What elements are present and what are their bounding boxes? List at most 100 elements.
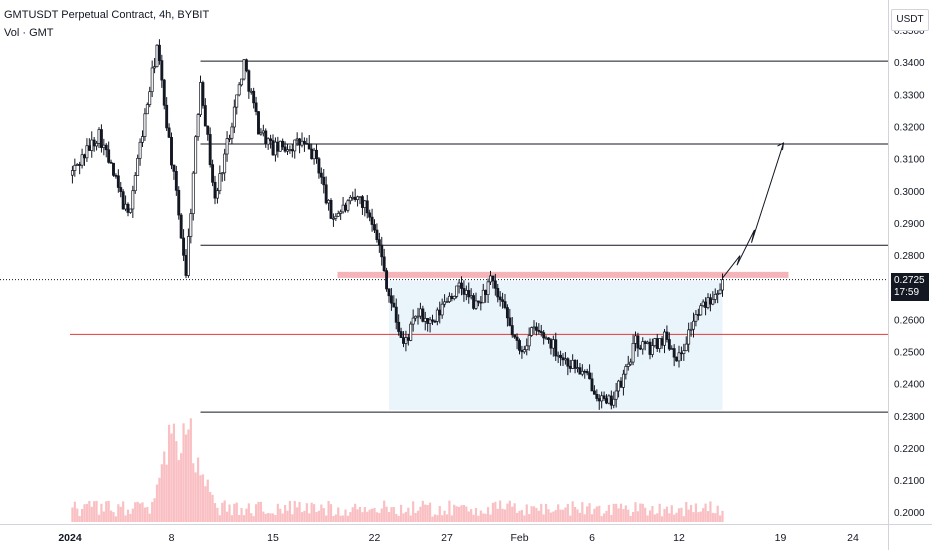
volume-bar (279, 508, 282, 522)
volume-bar (211, 494, 214, 522)
volume-bar (641, 503, 644, 522)
candle-body (588, 372, 592, 380)
volume-bar (100, 503, 103, 522)
volume-bar (356, 509, 359, 522)
volume-bar (573, 507, 577, 522)
volume-bar (337, 507, 340, 522)
candle-body (542, 332, 546, 339)
volume-bar (293, 501, 296, 522)
volume-bar (165, 464, 168, 522)
volume-bar (129, 513, 132, 522)
volume-bar (153, 498, 156, 522)
candle-body (522, 349, 526, 353)
candle-body (648, 341, 652, 355)
volume-bar (419, 506, 422, 522)
currency-button[interactable]: USDT (891, 9, 929, 31)
volume-bar (228, 504, 231, 522)
candle-body (406, 337, 410, 341)
volume-bar (554, 509, 557, 522)
candle-body (165, 104, 169, 129)
volume-bar (329, 504, 333, 522)
candle-body (319, 172, 323, 178)
volume-bar (245, 508, 248, 522)
candle-body (600, 395, 604, 402)
volume-bar (494, 501, 497, 522)
candle-body (365, 200, 369, 214)
candle-body (508, 317, 512, 326)
volume-bar (718, 515, 722, 522)
candle-body (310, 148, 314, 160)
candle-body (346, 200, 350, 211)
volume-bar (325, 515, 328, 522)
volume-bar (363, 507, 366, 522)
candle-body (70, 170, 74, 176)
volume-bar (421, 500, 424, 522)
candle-body (203, 105, 207, 127)
volume-bar (296, 507, 299, 522)
candle-body (438, 309, 442, 316)
candle-body (334, 215, 338, 219)
volume-bar (225, 511, 229, 522)
volume-bar (668, 513, 671, 522)
candle-body (706, 297, 710, 308)
candle-body (182, 237, 186, 256)
volume-bar (71, 507, 74, 522)
candle-body (554, 339, 558, 357)
candle-body (107, 149, 111, 163)
candle-body (315, 149, 318, 160)
candle-body (692, 320, 695, 330)
candle-body (136, 157, 140, 176)
volume-bar (194, 472, 197, 522)
candle-body (447, 295, 451, 302)
volume-bar (238, 515, 241, 522)
candle-body (249, 90, 253, 93)
candle-body (92, 139, 96, 147)
volume-bar (482, 513, 485, 522)
candle-body (409, 323, 413, 341)
volume-bar (694, 503, 698, 522)
volume-bar (315, 512, 318, 522)
volume-bar (407, 507, 410, 522)
volume-bar (387, 512, 391, 522)
candle-body (684, 343, 688, 352)
volume-bar (344, 509, 347, 522)
candle-body (496, 287, 500, 298)
volume-bar (610, 514, 613, 522)
volume-bar (431, 516, 434, 522)
volume-bar (639, 503, 642, 522)
candle-body (266, 138, 270, 145)
candle-body (547, 337, 550, 340)
candle-body (431, 319, 434, 322)
candle-body (157, 44, 161, 61)
volume-bar (680, 507, 683, 522)
volume-bar (564, 507, 567, 522)
candle-body (544, 337, 548, 340)
candle-body (128, 208, 132, 213)
candle-body (116, 175, 120, 188)
volume-bar (523, 515, 526, 522)
volume-bar (528, 514, 531, 522)
candle-body (368, 212, 372, 218)
candle-body (307, 143, 311, 150)
volume-bar (443, 510, 446, 522)
y-tick-label: 0.2400 (894, 380, 925, 391)
volume-bar (151, 502, 154, 522)
candle-body (696, 314, 700, 316)
x-tick-label: 12 (673, 532, 685, 544)
candle-body (626, 363, 630, 367)
candle-body (595, 393, 599, 399)
candle-body (358, 196, 362, 198)
volume-bar (209, 492, 212, 522)
candle-body (440, 303, 444, 316)
volume-bar (428, 502, 432, 522)
x-tick-label: 27 (441, 532, 453, 544)
volume-bar (370, 508, 374, 522)
volume-bar (583, 514, 586, 522)
candle-body (225, 138, 229, 155)
volume-bar (216, 507, 219, 522)
candle-body (428, 319, 432, 324)
candle-body (460, 282, 463, 289)
candle-body (293, 139, 297, 152)
candle-body (636, 335, 640, 349)
